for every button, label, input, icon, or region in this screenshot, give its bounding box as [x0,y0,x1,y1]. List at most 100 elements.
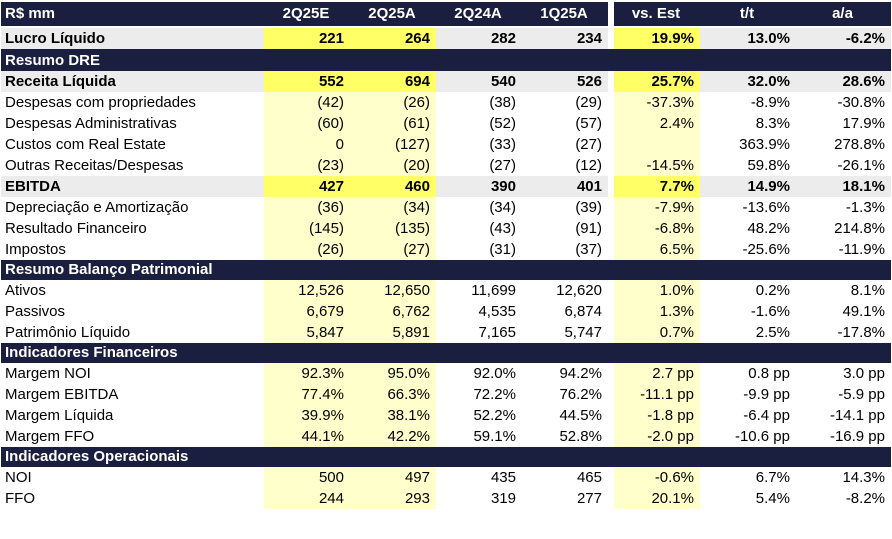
column-gap [608,71,614,92]
cell-t-t: -13.6% [742,199,790,216]
cell-1q25a: 6,874 [564,303,602,320]
header-2q24a: 2Q24A [436,2,522,28]
table-row: EBITDA 427 460 390 401 7.7% 14.9% 18.1% [1,176,891,197]
row-label: Depreciação e Amortização [5,199,189,216]
table-row: Outras Receitas/Despesas (23) (20) (27) (12)… [1,155,891,176]
table-row: Custos com Real Estate 0 (127) (33) (27) 363.… [1,134,891,155]
cell-vs-est: -14.5% [614,155,700,176]
section-header: Indicadores Operacionais [1,447,891,467]
cell-a-a: 17.9% [842,115,885,132]
cell-2q25e: 44.1% [264,426,350,447]
cell-t-t: 2.5% [755,324,790,341]
cell-1q25a: 526 [522,71,608,92]
header-units: R$ mm [1,2,264,28]
cell-1q25a: (37) [575,241,602,258]
cell-a-a: 28.6% [796,71,891,92]
cell-2q25e: (60) [264,113,350,134]
row-label: Margem Líquida [5,407,114,424]
cell-2q24a: 11,699 [471,282,516,299]
column-gap [608,176,614,197]
row-label: Receita Líquida [1,71,264,92]
cell-1q25a: 44.5% [559,407,602,424]
row-label: Outras Receitas/Despesas [5,157,184,174]
cell-t-t: 363.9% [739,136,790,153]
cell-t-t: 32.0% [700,71,796,92]
row-label: Margem FFO [5,428,95,445]
cell-2q25a: 264 [350,27,436,51]
cell-1q25a: (91) [575,220,602,237]
row-label: Passivos [5,303,66,320]
cell-a-a: 49.1% [842,303,885,320]
cell-1q25a: 12,620 [556,282,602,299]
table-row: Receita Líquida 552 694 540 526 25.7% 32.0% 28.… [1,71,891,92]
cell-t-t: -1.6% [750,303,790,320]
cell-2q24a: 4,535 [478,303,516,320]
column-gap [608,2,614,28]
cell-vs-est: 2.7 pp [614,363,700,384]
header-2q25a: 2Q25A [350,2,436,28]
column-gap [608,197,614,218]
section-header: Resumo Balanço Patrimonial [1,260,891,280]
cell-a-a: 14.3% [842,469,885,486]
cell-t-t: -10.6 pp [734,428,790,445]
table-row: Depreciação e Amortização (36) (34) (34) (39… [1,197,891,218]
cell-2q25e: 92.3% [264,363,350,384]
cell-2q25a: 460 [350,176,436,197]
column-gap [608,488,614,509]
header-1q25a: 1Q25A [522,2,608,28]
cell-2q25a: (34) [350,197,436,218]
row-label: Resultado Financeiro [5,220,147,237]
cell-1q25a: 277 [576,490,602,507]
cell-2q25a: 42.2% [350,426,436,447]
cell-2q25a: 95.0% [350,363,436,384]
cell-1q25a: (27) [575,136,602,153]
row-label: Lucro Líquido [1,27,264,51]
cell-t-t: 6.7% [755,469,790,486]
cell-1q25a: 76.2% [559,386,602,403]
cell-2q25e: 39.9% [264,405,350,426]
table-row: Patrimônio Líquido 5,847 5,891 7,165 5,747 0.… [1,322,891,343]
cell-a-a: -5.9 pp [838,386,885,403]
cell-a-a: -16.9 pp [829,428,885,445]
column-gap [608,155,614,176]
cell-2q25e: 244 [264,488,350,509]
cell-2q25a: 38.1% [350,405,436,426]
cell-vs-est: 19.9% [614,27,700,51]
cell-vs-est: -0.6% [614,467,700,488]
header-2q25e: 2Q25E [264,2,350,28]
cell-t-t: 14.9% [700,176,796,197]
cell-a-a: 278.8% [834,136,885,153]
column-gap [608,239,614,260]
cell-2q24a: 72.2% [473,386,516,403]
table-row-lucro-liquido: Lucro Líquido 221 264 282 234 19.9% 13.0… [1,27,891,51]
section-title: Resumo DRE [1,50,891,71]
cell-2q25e: (26) [264,239,350,260]
cell-a-a: -6.2% [796,27,891,51]
cell-t-t: 0.2% [755,282,790,299]
cell-a-a: -17.8% [837,324,885,341]
table-row: Margem NOI 92.3% 95.0% 92.0% 94.2% 2.7 pp 0.8 … [1,363,891,384]
cell-t-t: 48.2% [747,220,790,237]
cell-2q24a: 435 [490,469,516,486]
table-row: Despesas Administrativas (60) (61) (52) (57)… [1,113,891,134]
cell-vs-est: -2.0 pp [614,426,700,447]
cell-2q24a: 390 [436,176,522,197]
cell-2q24a: 282 [436,27,522,51]
cell-2q24a: (31) [489,241,516,258]
cell-1q25a: (39) [575,199,602,216]
column-gap [608,384,614,405]
cell-t-t: 13.0% [700,27,796,51]
cell-a-a: 3.0 pp [843,365,885,382]
section-header: Indicadores Financeiros [1,343,891,363]
cell-2q25e: 6,679 [264,301,350,322]
financial-summary-table: R$ mm 2Q25E 2Q25A 2Q24A 1Q25A vs. Est t/… [1,2,891,509]
cell-2q24a: 319 [490,490,516,507]
cell-a-a: 18.1% [796,176,891,197]
table-row: Despesas com propriedades (42) (26) (38) (29… [1,92,891,113]
column-gap [608,322,614,343]
row-label: EBITDA [1,176,264,197]
cell-vs-est: 0.7% [614,322,700,343]
section-header: Resumo DRE [1,50,891,71]
cell-2q25e: 427 [264,176,350,197]
cell-2q25a: 293 [350,488,436,509]
